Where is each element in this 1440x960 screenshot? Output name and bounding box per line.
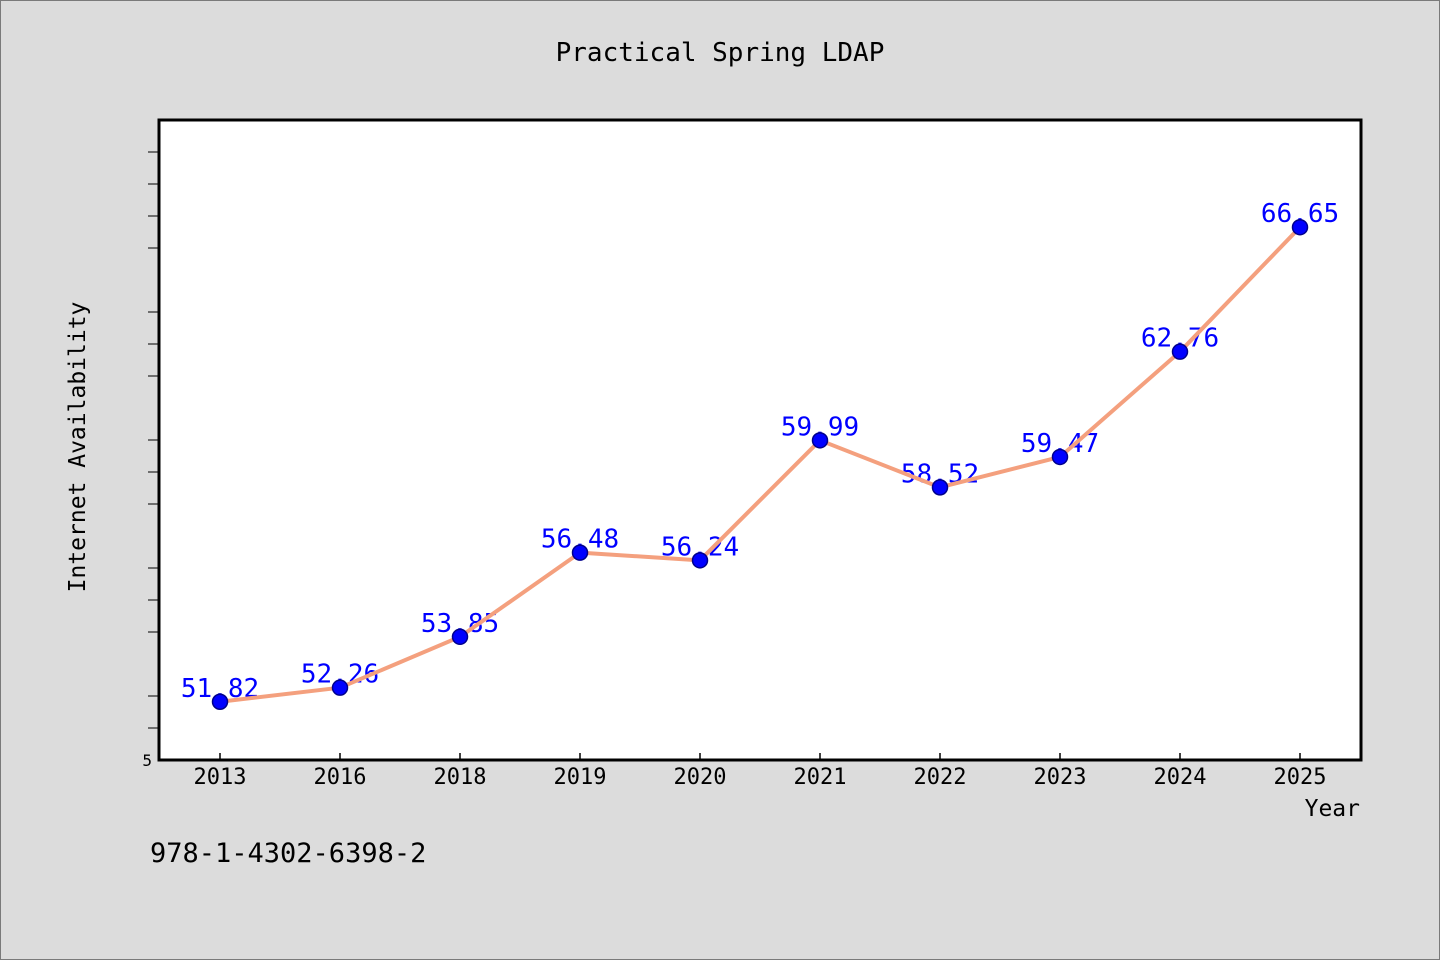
data-markers [211, 218, 1309, 711]
y-axis-tick-labels: 5 [142, 751, 152, 770]
data-point [811, 432, 829, 449]
isbn-text: 978-1-4302-6398-2 [150, 838, 426, 869]
x-tick-label: 2022 [914, 765, 967, 790]
chart-title: Practical Spring LDAP [556, 38, 885, 68]
x-axis-label: Year [1305, 796, 1360, 822]
y-tick-label: 5 [142, 751, 152, 770]
data-point [1171, 343, 1189, 360]
x-tick-label: 2018 [434, 765, 487, 790]
x-tick-label: 2021 [794, 765, 847, 790]
series-line [218, 225, 1302, 704]
x-tick-label: 2013 [194, 765, 247, 790]
x-axis-ticks [219, 753, 1301, 759]
y-axis-ticks [148, 151, 158, 729]
data-point [691, 552, 709, 569]
data-point [1051, 448, 1069, 466]
x-tick-label: 2024 [1154, 765, 1207, 790]
data-point [451, 628, 469, 646]
data-point [571, 544, 589, 561]
x-tick-label: 2025 [1274, 765, 1327, 790]
data-point [1291, 218, 1309, 236]
y-axis-label: Internet Availability [65, 302, 91, 593]
x-tick-label: 2023 [1034, 765, 1087, 790]
plot-area [157, 118, 1363, 762]
x-tick-label: 2016 [314, 765, 367, 790]
data-point [331, 679, 349, 696]
data-point [931, 479, 949, 496]
x-tick-label: 2020 [674, 765, 727, 790]
x-axis-tick-labels: 2013 2016 2018 2019 2020 2021 2022 2023 2024 2025 [194, 765, 1327, 790]
data-point [211, 693, 229, 711]
x-tick-label: 2019 [554, 765, 607, 790]
